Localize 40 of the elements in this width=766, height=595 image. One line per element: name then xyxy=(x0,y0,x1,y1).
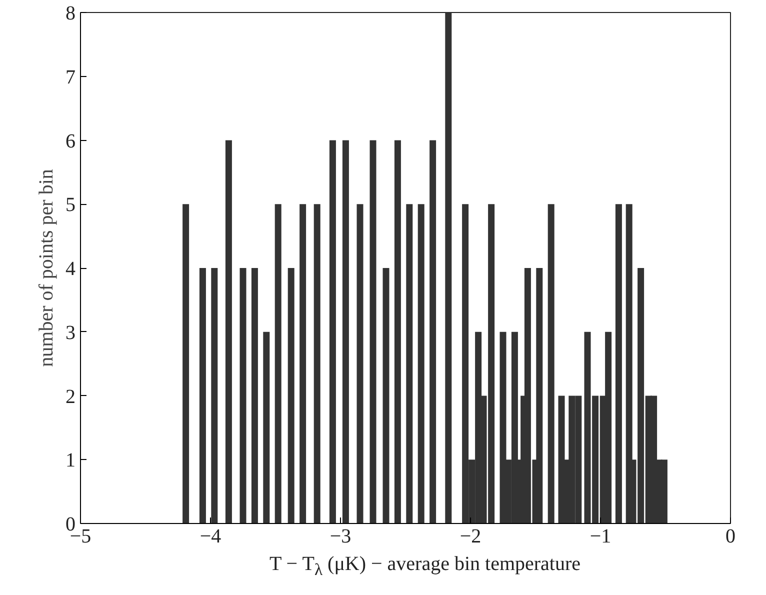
bar xyxy=(615,204,622,524)
y-tick-label: 7 xyxy=(66,66,76,88)
bar xyxy=(406,204,413,524)
bar xyxy=(329,140,336,524)
y-tick-label: 4 xyxy=(66,258,76,280)
y-tick-label: 8 xyxy=(66,2,76,24)
bar xyxy=(240,268,246,524)
bar xyxy=(211,268,218,524)
x-tick-label: −4 xyxy=(200,526,222,548)
bar xyxy=(382,268,390,524)
x-tick-label: 0 xyxy=(726,526,736,548)
x-tick-label: −1 xyxy=(590,526,612,548)
bar xyxy=(263,332,270,524)
bar xyxy=(182,204,190,524)
bar xyxy=(274,204,282,524)
bar xyxy=(445,12,452,524)
x-tick-label: −2 xyxy=(460,526,482,548)
bar xyxy=(430,140,436,524)
bar xyxy=(394,140,401,524)
y-tick-label: 3 xyxy=(66,322,76,344)
bar xyxy=(342,140,349,524)
bar xyxy=(314,204,320,524)
bar xyxy=(356,204,364,524)
y-tick-label: 5 xyxy=(66,194,76,216)
bar xyxy=(536,268,543,524)
bar xyxy=(225,140,232,524)
bar xyxy=(300,204,306,524)
bar xyxy=(548,204,554,524)
y-tick-label: 2 xyxy=(66,386,76,408)
bar xyxy=(199,268,206,524)
y-tick-label: 6 xyxy=(66,130,76,152)
bar xyxy=(251,268,258,524)
y-tick-label: 1 xyxy=(66,450,76,472)
bar xyxy=(626,204,632,524)
bar xyxy=(288,268,294,524)
x-axis-title: T − T$_{λ}$ (μK) − average bin temperature xyxy=(269,552,581,581)
y-axis-title: number of points per bin xyxy=(36,169,58,367)
bar xyxy=(370,140,376,524)
bar xyxy=(418,204,424,524)
x-tick-label: −3 xyxy=(330,526,352,548)
